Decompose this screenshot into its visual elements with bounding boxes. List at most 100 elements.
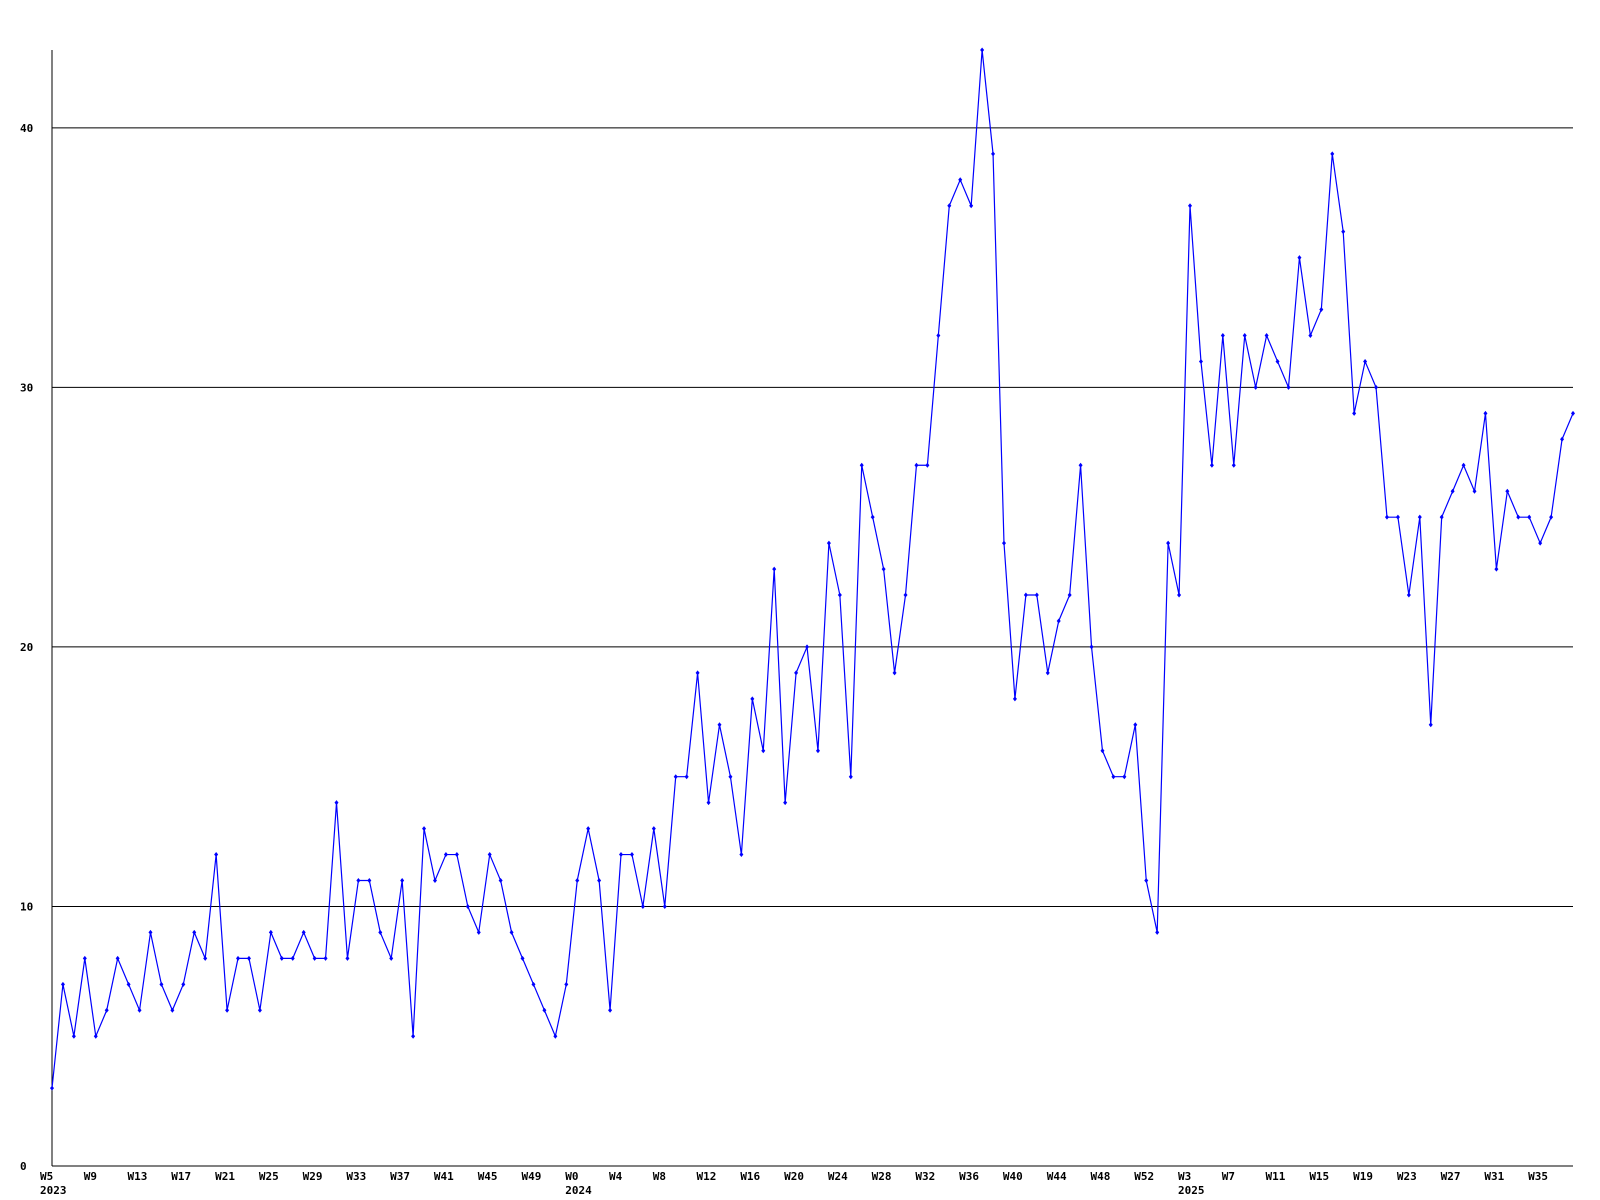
x-tick-label: W5	[40, 1170, 53, 1183]
point	[629, 852, 634, 858]
point	[236, 955, 241, 961]
point	[958, 177, 963, 183]
x-tick-label: W31	[1484, 1170, 1504, 1183]
point	[1571, 410, 1575, 416]
point	[1374, 384, 1379, 390]
point	[454, 852, 459, 858]
point	[608, 1007, 613, 1013]
x-tick-label: W24	[828, 1170, 848, 1183]
point	[1395, 514, 1400, 520]
x-year-label: 2023	[40, 1184, 67, 1197]
point	[597, 878, 602, 884]
x-tick-label: W13	[128, 1170, 148, 1183]
point	[1428, 722, 1433, 728]
point	[214, 852, 219, 858]
point	[1089, 644, 1094, 650]
x-tick-label: W16	[740, 1170, 760, 1183]
point	[1308, 332, 1313, 338]
point	[443, 852, 448, 858]
point	[991, 151, 996, 157]
point	[1538, 540, 1543, 546]
point	[969, 203, 974, 209]
point	[290, 955, 295, 961]
point	[1319, 307, 1324, 313]
point	[1242, 332, 1247, 338]
x-tick-label: W9	[84, 1170, 97, 1183]
point	[367, 878, 372, 884]
x-tick-label: W45	[478, 1170, 498, 1183]
x-tick-label: W0	[565, 1170, 578, 1183]
point	[1286, 384, 1291, 390]
point	[805, 644, 810, 650]
x-tick-label: W48	[1090, 1170, 1110, 1183]
x-tick-label: W8	[653, 1170, 666, 1183]
point	[739, 852, 744, 858]
point	[892, 670, 897, 676]
point	[553, 1033, 558, 1039]
point	[914, 462, 919, 468]
y-tick-label: 20	[20, 641, 33, 654]
point	[126, 981, 131, 987]
point	[695, 670, 700, 676]
point	[1483, 410, 1488, 416]
point	[1417, 514, 1422, 520]
x-tick-label: W41	[434, 1170, 454, 1183]
point	[794, 670, 799, 676]
point	[301, 929, 306, 935]
point	[1209, 462, 1214, 468]
y-tick-label: 10	[20, 900, 33, 913]
x-tick-label: W4	[609, 1170, 623, 1183]
point	[279, 955, 284, 961]
x-tick-label: W23	[1397, 1170, 1417, 1183]
point	[1275, 358, 1280, 364]
point	[345, 955, 350, 961]
point	[1341, 229, 1346, 235]
point	[1122, 774, 1127, 780]
point	[1231, 462, 1236, 468]
point	[1067, 592, 1072, 598]
point	[717, 722, 722, 728]
point	[498, 878, 503, 884]
point	[1527, 514, 1532, 520]
point	[1560, 436, 1565, 442]
point	[1264, 332, 1269, 338]
x-tick-label: W19	[1353, 1170, 1373, 1183]
point	[640, 903, 645, 909]
point	[826, 540, 831, 546]
point	[586, 826, 591, 832]
point	[170, 1007, 175, 1013]
x-tick-label: W33	[346, 1170, 366, 1183]
point	[50, 1085, 54, 1091]
point	[1384, 514, 1389, 520]
point	[257, 1007, 262, 1013]
point	[903, 592, 908, 598]
point	[870, 514, 875, 520]
point	[520, 955, 525, 961]
line	[51, 49, 1574, 1089]
point	[848, 774, 853, 780]
point	[1406, 592, 1411, 598]
point	[1330, 151, 1335, 157]
point	[192, 929, 197, 935]
point	[684, 774, 689, 780]
point	[662, 903, 667, 909]
point	[323, 955, 328, 961]
x-year-label: 2025	[1178, 1184, 1205, 1197]
point	[750, 696, 755, 702]
point	[1111, 774, 1116, 780]
point	[181, 981, 186, 987]
point	[619, 852, 624, 858]
x-tick-label: W11	[1266, 1170, 1286, 1183]
point	[115, 955, 120, 961]
point	[925, 462, 930, 468]
x-tick-label: W28	[872, 1170, 892, 1183]
point	[203, 955, 208, 961]
point	[1461, 462, 1466, 468]
point	[1155, 929, 1160, 935]
point	[137, 1007, 142, 1013]
point	[815, 748, 820, 754]
point	[1494, 566, 1499, 572]
point	[400, 878, 405, 884]
point	[71, 1033, 76, 1039]
